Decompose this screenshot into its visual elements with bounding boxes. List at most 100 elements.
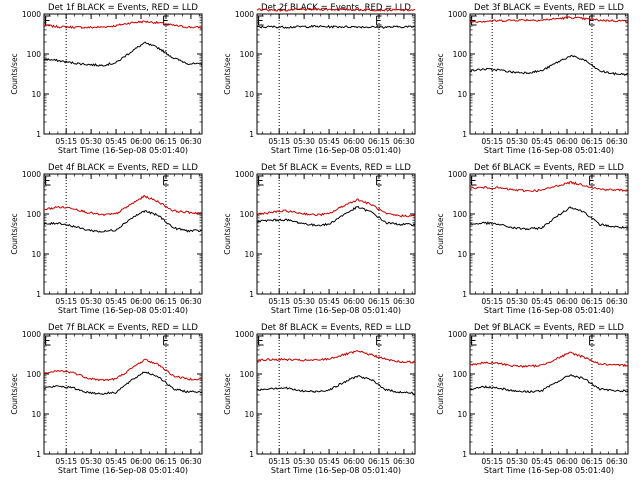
- x-axis-label: Start Time (16-Sep-08 05:01:40): [271, 306, 401, 315]
- flag-marker: [376, 15, 382, 26]
- y-axis-label: Counts/sec: [223, 213, 232, 254]
- x-tick-label: 06:30: [393, 137, 415, 146]
- x-tick-label: 05:30: [506, 457, 528, 466]
- x-tick-label: 05:45: [531, 457, 553, 466]
- x-axis-label: Start Time (16-Sep-08 05:01:40): [58, 306, 188, 315]
- chart-title: Det 6f BLACK = Events, RED = LLD: [474, 163, 624, 173]
- y-tick-label: 10: [31, 410, 41, 419]
- x-tick-label: 05:30: [506, 297, 528, 306]
- x-tick-label: 05:45: [105, 297, 127, 306]
- flag-marker: [45, 335, 51, 346]
- x-tick-label: 06:15: [581, 457, 603, 466]
- x-axis-label: Start Time (16-Sep-08 05:01:40): [484, 146, 614, 155]
- x-tick-label: 06:00: [343, 457, 365, 466]
- y-tick-label: 10: [244, 410, 254, 419]
- chart-panel-7: Det 7f BLACK = Events, RED = LLD 1 10 100 10…: [10, 323, 203, 475]
- y-tick-label: 10: [244, 250, 254, 259]
- y-axis-label: Counts/sec: [10, 213, 19, 254]
- flag-marker: [163, 335, 169, 346]
- x-tick-label: 06:30: [606, 297, 628, 306]
- series-line-lld: [43, 194, 203, 217]
- x-tick-label: 06:15: [155, 457, 177, 466]
- x-tick-label: 05:30: [293, 457, 315, 466]
- flag-marker: [45, 15, 51, 26]
- plot-frame: [256, 13, 416, 135]
- y-axis-label: Counts/sec: [436, 213, 445, 254]
- chart-title: Det 8f BLACK = Events, RED = LLD: [261, 323, 411, 333]
- x-tick-label: 05:15: [268, 297, 290, 306]
- x-tick-label: 06:15: [155, 137, 177, 146]
- x-tick-label: 05:30: [80, 137, 102, 146]
- series-line-events: [256, 24, 415, 29]
- x-tick-label: 06:15: [368, 457, 390, 466]
- plot-frame: [43, 173, 203, 295]
- chart-panel-5: Det 5f BLACK = Events, RED = LLD 1 10 100 10…: [223, 163, 416, 315]
- y-tick-label: 100: [453, 210, 468, 219]
- x-tick-label: 06:15: [368, 137, 390, 146]
- chart-panel-2: Det 2f BLACK = Events, RED = LLD 1 10 100 10…: [223, 3, 416, 155]
- x-tick-label: 05:15: [268, 457, 290, 466]
- x-tick-label: 06:00: [343, 297, 365, 306]
- y-tick-label: 1: [36, 290, 41, 299]
- x-tick-label: 06:00: [130, 297, 152, 306]
- flag-marker: [589, 335, 595, 346]
- x-tick-label: 05:30: [506, 137, 528, 146]
- flag-marker: [471, 335, 477, 346]
- y-axis-label: Counts/sec: [10, 373, 19, 414]
- y-tick-label: 1000: [235, 10, 254, 19]
- y-tick-label: 10: [31, 90, 41, 99]
- x-tick-label: 05:45: [105, 457, 127, 466]
- chart-panel-8: Det 8f BLACK = Events, RED = LLD 1 10 100 10…: [223, 323, 416, 475]
- series-line-events: [256, 375, 416, 395]
- chart-title: Det 1f BLACK = Events, RED = LLD: [48, 3, 198, 13]
- y-tick-label: 1000: [448, 10, 467, 19]
- flag-marker: [45, 175, 51, 186]
- chart-title: Det 7f BLACK = Events, RED = LLD: [48, 323, 198, 333]
- x-tick-label: 05:15: [268, 137, 290, 146]
- y-tick-label: 10: [457, 90, 467, 99]
- x-tick-label: 05:15: [481, 297, 503, 306]
- y-tick-label: 100: [27, 210, 42, 219]
- y-tick-label: 100: [240, 210, 255, 219]
- y-axis-label: Counts/sec: [10, 53, 19, 94]
- y-tick-label: 100: [27, 370, 42, 379]
- x-tick-label: 06:00: [130, 137, 152, 146]
- series-line-lld: [256, 198, 416, 218]
- plot-frame: [256, 333, 416, 455]
- x-tick-label: 05:30: [80, 297, 102, 306]
- flag-marker: [163, 175, 169, 186]
- chart-title: Det 2f BLACK = Events, RED = LLD: [261, 3, 411, 13]
- x-tick-label: 05:30: [293, 137, 315, 146]
- y-tick-label: 10: [457, 410, 467, 419]
- flag-marker: [589, 15, 595, 26]
- x-tick-label: 05:45: [531, 297, 553, 306]
- flag-marker: [471, 15, 477, 26]
- y-tick-label: 1: [36, 130, 41, 139]
- y-tick-label: 100: [453, 50, 468, 59]
- y-tick-label: 1000: [22, 10, 41, 19]
- y-axis-label: Counts/sec: [436, 373, 445, 414]
- x-axis-label: Start Time (16-Sep-08 05:01:40): [484, 306, 614, 315]
- series-line-events: [43, 371, 203, 396]
- y-tick-label: 1: [462, 130, 467, 139]
- plot-frame: [469, 13, 629, 135]
- y-tick-label: 100: [27, 50, 42, 59]
- chart-panel-4: Det 4f BLACK = Events, RED = LLD 1 10 100 10…: [10, 163, 203, 315]
- y-tick-label: 1: [462, 290, 467, 299]
- y-axis-label: Counts/sec: [223, 373, 232, 414]
- plot-frame: [256, 173, 416, 295]
- x-tick-label: 06:15: [368, 297, 390, 306]
- flag-marker: [471, 175, 477, 186]
- series-line-lld: [469, 180, 629, 193]
- x-tick-label: 06:30: [606, 457, 628, 466]
- x-tick-label: 05:15: [481, 457, 503, 466]
- series-line-lld: [256, 7, 416, 12]
- chart-panel-6: Det 6f BLACK = Events, RED = LLD 1 10 100 10…: [436, 163, 629, 315]
- y-tick-label: 100: [240, 50, 255, 59]
- x-tick-label: 06:30: [180, 457, 202, 466]
- x-axis-label: Start Time (16-Sep-08 05:01:40): [58, 466, 188, 475]
- x-tick-label: 05:45: [531, 137, 553, 146]
- x-tick-label: 06:15: [155, 297, 177, 306]
- x-tick-label: 05:45: [105, 137, 127, 146]
